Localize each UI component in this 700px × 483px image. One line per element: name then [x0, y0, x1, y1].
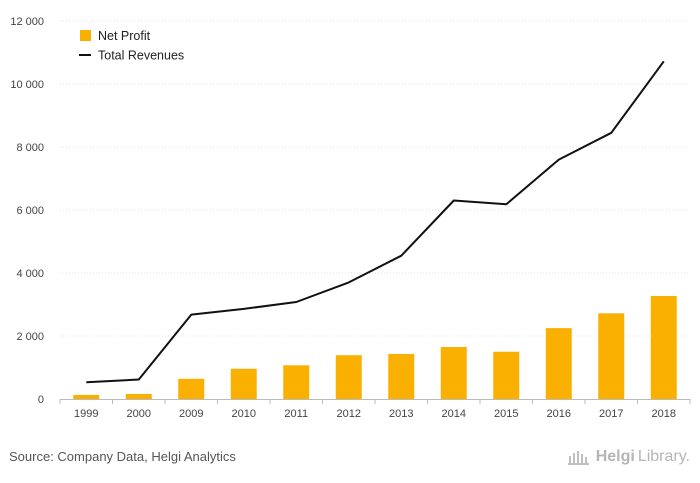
- gridlines: [60, 20, 690, 337]
- y-tick-label: 8 000: [16, 142, 44, 154]
- y-tick-label: 2 000: [16, 331, 44, 343]
- y-tick-label: 0: [38, 394, 44, 406]
- x-tick-label: 2013: [389, 408, 413, 420]
- bar-net-profit: [650, 295, 677, 399]
- legend-label-net-profit: Net Profit: [98, 29, 151, 43]
- line-total-revenues: [86, 60, 665, 384]
- y-tick-label: 10 000: [10, 79, 44, 91]
- bar-net-profit: [598, 313, 625, 399]
- helgi-library-logo: Helgi Library.: [567, 448, 690, 466]
- bar-net-profit: [230, 368, 257, 399]
- bar-net-profit: [283, 365, 310, 399]
- x-axis: 1999 2000 2009 2010 2011 2012 2013 2014 2015 2016…: [59, 399, 691, 420]
- legend-swatch-net-profit: [80, 30, 91, 41]
- bar-net-profit: [545, 328, 572, 399]
- x-tick-label: 2000: [127, 408, 151, 420]
- bar-series-net-profit: [73, 295, 677, 399]
- bar-net-profit: [178, 378, 205, 399]
- legend-label-total-revenues: Total Revenues: [98, 49, 184, 63]
- x-tick-label: 2010: [232, 408, 256, 420]
- helgi-logo-icon: [567, 451, 589, 465]
- y-tick-label: 6 000: [16, 205, 44, 217]
- chart: 0 2 000 4 000 6 000 8 000 10 000 12 000 1999 20…: [10, 16, 691, 420]
- line-series-total-revenues: [86, 60, 665, 384]
- source-note: Source: Company Data, Helgi Analytics: [9, 449, 236, 464]
- bar-net-profit: [125, 393, 152, 399]
- y-tick-label: 12 000: [10, 16, 44, 28]
- x-tick-label: 2009: [179, 408, 203, 420]
- bar-net-profit: [335, 355, 362, 399]
- bar-net-profit: [493, 351, 520, 399]
- x-tick-label: 2017: [599, 408, 623, 420]
- bar-net-profit: [440, 347, 467, 399]
- legend: Net Profit Total Revenues: [79, 29, 184, 63]
- x-tick-label: 2016: [547, 408, 571, 420]
- y-tick-label: 4 000: [16, 268, 44, 280]
- x-tick-label: 2012: [337, 408, 361, 420]
- x-tick-label: 2014: [442, 408, 466, 420]
- logo-text-bold: Helgi: [595, 448, 635, 465]
- x-tick-label: 1999: [74, 408, 98, 420]
- x-tick-label: 2015: [494, 408, 518, 420]
- bar-net-profit: [388, 353, 415, 399]
- x-tick-label: 2018: [652, 408, 676, 420]
- logo-text-rest: Library.: [637, 448, 690, 465]
- x-tick-label: 2011: [284, 408, 308, 420]
- bar-net-profit: [73, 394, 100, 399]
- y-axis: 0 2 000 4 000 6 000 8 000 10 000 12 000: [10, 16, 44, 406]
